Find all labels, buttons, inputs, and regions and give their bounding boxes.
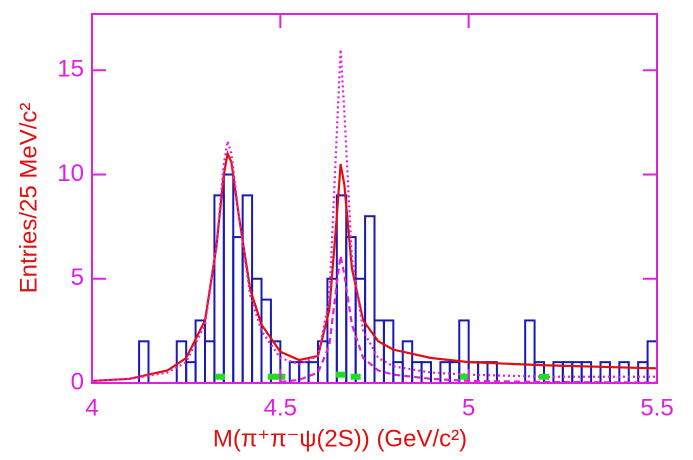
background-point — [335, 371, 346, 378]
histogram-bar — [392, 361, 404, 385]
histogram-bar — [185, 361, 197, 385]
histogram-bar — [204, 340, 216, 384]
x-tick-label: 5.5 — [640, 394, 673, 421]
background-point — [459, 373, 470, 380]
x-tick-label: 5 — [462, 394, 475, 421]
background-point — [267, 373, 278, 380]
y-tick-label: 0 — [71, 368, 84, 395]
histogram-bar — [477, 361, 489, 385]
fit-curve — [91, 49, 657, 383]
background-point — [539, 373, 549, 380]
histogram-bar — [251, 277, 263, 385]
histogram-bar — [364, 215, 376, 384]
histogram-bar — [335, 194, 348, 384]
x-tick-label: 4.5 — [264, 394, 297, 421]
histogram-bar — [232, 236, 244, 384]
background-point — [215, 373, 226, 380]
x-tick-label: 4 — [85, 394, 98, 421]
fit-curve — [91, 150, 658, 383]
histogram-bar — [524, 319, 536, 385]
histogram-bar — [486, 361, 498, 385]
histogram-bar — [618, 361, 630, 385]
y-tick-label: 5 — [71, 264, 84, 291]
histogram-bar — [637, 361, 649, 385]
fit-curve — [280, 255, 658, 384]
y-tick-label: 15 — [57, 56, 84, 83]
y-axis-label: Entries/25 MeV/c² — [15, 103, 42, 294]
background-point — [350, 373, 361, 380]
plot-frame — [91, 13, 658, 384]
histogram-bar — [599, 361, 611, 385]
histogram-bar — [467, 361, 480, 385]
histogram-bar — [222, 173, 235, 384]
x-axis-label: M(π⁺π⁻ψ(2S)) (GeV/c²) — [213, 425, 467, 452]
y-tick-label: 10 — [57, 160, 84, 187]
histogram-bar — [307, 361, 320, 385]
histogram-bar — [411, 361, 423, 385]
